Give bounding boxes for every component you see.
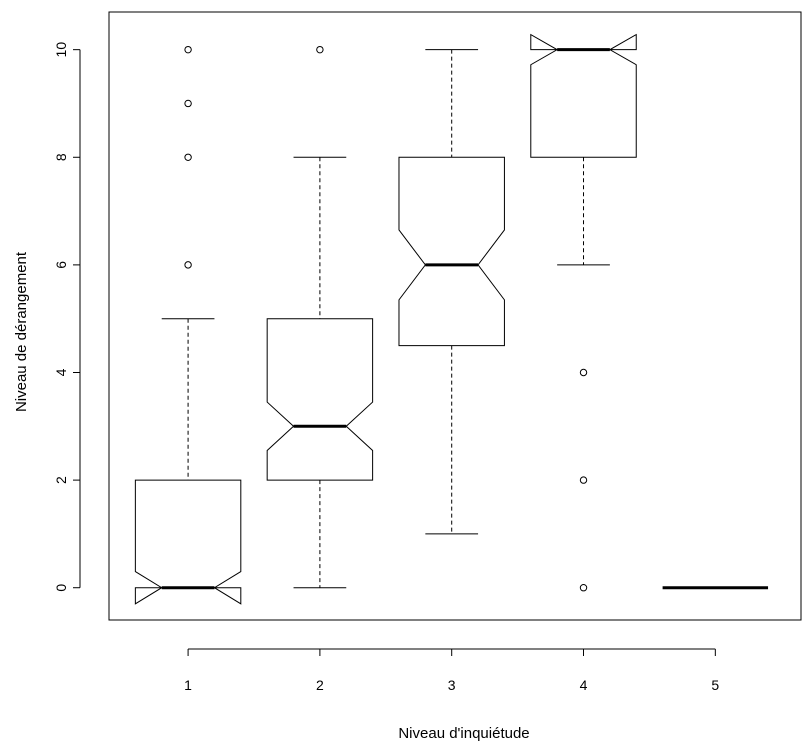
x-tick-label: 1 <box>184 677 192 693</box>
outlier-point <box>579 476 588 484</box>
y-tick-label: 4 <box>53 368 69 376</box>
x-tick-label: 3 <box>448 677 456 693</box>
x-tick-label: 2 <box>316 677 324 693</box>
y-tick-label: 0 <box>53 584 69 592</box>
box-3 <box>398 49 505 535</box>
outlier-point <box>184 45 192 54</box>
y-axis-label: Niveau de dérangement <box>13 251 30 412</box>
y-tick-label: 2 <box>53 476 69 484</box>
box-4 <box>530 33 637 592</box>
box-1 <box>134 45 242 605</box>
y-axis: 0 2 4 6 8 10 <box>53 42 81 592</box>
notched-box <box>398 156 505 347</box>
y-tick-label: 10 <box>53 42 69 58</box>
boxes <box>134 33 769 605</box>
y-tick-label: 6 <box>53 261 69 269</box>
box-2 <box>266 45 374 589</box>
outlier-point <box>184 99 192 108</box>
notched-box <box>530 33 637 158</box>
y-tick-label: 8 <box>53 153 69 161</box>
notched-box <box>134 479 242 605</box>
x-axis: 1 2 3 4 5 <box>184 648 719 693</box>
outlier-point <box>579 368 588 377</box>
outlier-point <box>316 45 324 54</box>
outlier-point <box>579 584 588 592</box>
x-tick-label: 4 <box>580 677 588 693</box>
notched-box <box>266 318 374 481</box>
plot-frame <box>108 11 802 621</box>
outlier-point <box>184 153 192 161</box>
x-axis-label: Niveau d'inquiétude <box>398 725 529 742</box>
outlier-point <box>184 261 192 269</box>
x-tick-label: 5 <box>711 677 719 693</box>
